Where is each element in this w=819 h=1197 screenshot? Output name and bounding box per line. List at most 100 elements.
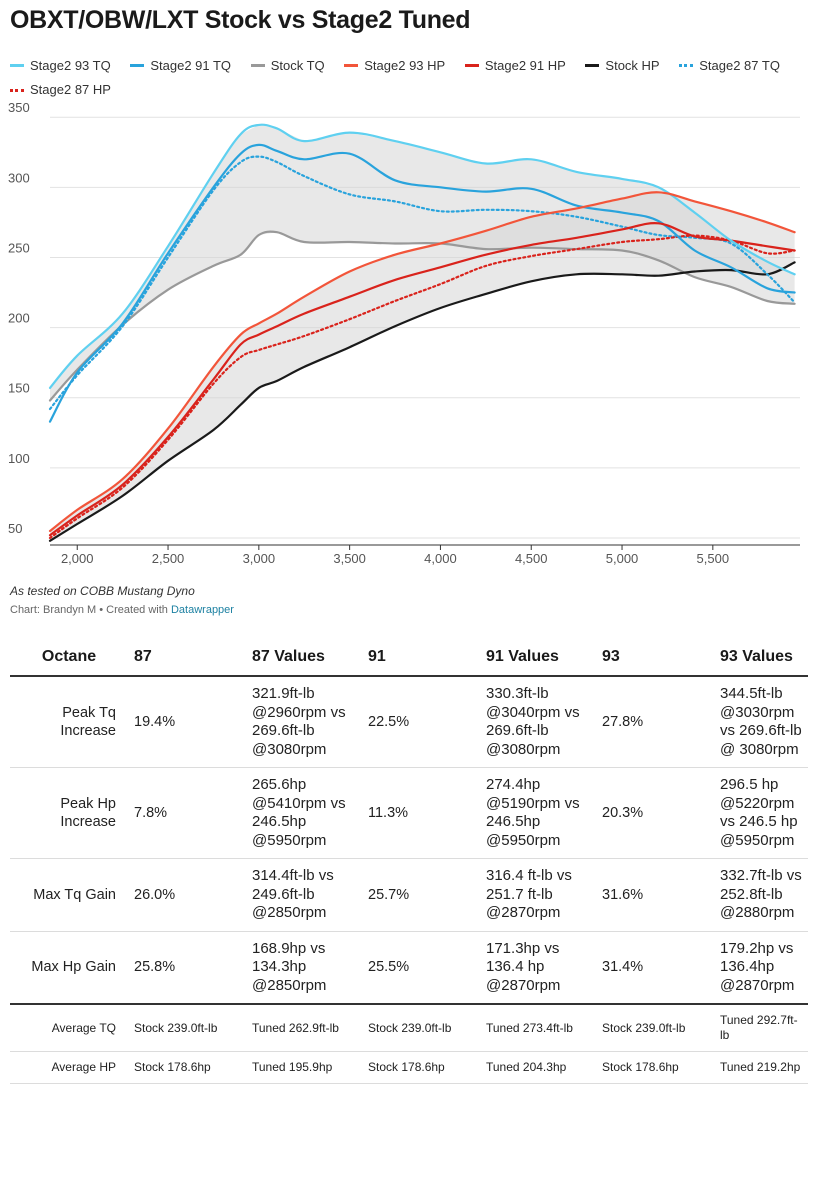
series-line <box>48 222 796 537</box>
table-cell: 25.5% <box>362 931 480 1005</box>
x-tick-label: 5,500 <box>697 551 730 566</box>
dyno-chart: 50 100 150 200 250 300 350 2,000 2,500 3,000 3,500… <box>8 100 800 566</box>
legend-swatch <box>250 64 265 67</box>
credit-tool-link[interactable]: Datawrapper <box>170 604 234 616</box>
col-header-93: 93 <box>596 640 714 677</box>
legend: Stage2 93 TQ Stage2 91 TQ Stock TQ Stage… <box>10 52 800 101</box>
legend-label: Stage2 87 TQ <box>699 57 780 73</box>
x-tick-label: 5,000 <box>606 551 639 566</box>
row-label: Peak Hp Increase <box>10 767 128 859</box>
table-cell: Stock 239.0ft-lb <box>596 1004 714 1052</box>
table-cell: Stock 178.6hp <box>362 1051 480 1084</box>
table-cell: Stock 178.6hp <box>596 1051 714 1084</box>
table-cell: 25.8% <box>128 931 246 1005</box>
legend-label: Stage2 93 TQ <box>30 57 111 73</box>
table-cell: Stock 239.0ft-lb <box>362 1004 480 1052</box>
table-cell: 344.5ft-lb @3030rpm vs 269.6ft-lb @ 3080… <box>714 676 808 768</box>
table-cell: 314.4ft-lb vs 249.6ft-lb @2850rpm <box>246 858 362 932</box>
table-cell: Stock 239.0ft-lb <box>128 1004 246 1052</box>
chart-note: As tested on COBB Mustang Dyno <box>10 584 195 598</box>
table-cell: 20.3% <box>596 767 714 859</box>
octane-table: Octane 87 87 Values 91 91 Values 93 93 V… <box>10 640 808 1084</box>
chart-title: OBXT/OBW/LXT Stock vs Stage2 Tuned <box>10 6 471 34</box>
table-cell: 31.4% <box>596 931 714 1005</box>
legend-label: Stock HP <box>605 57 660 73</box>
y-tick-label: 250 <box>8 240 30 255</box>
table-cell: Tuned 292.7ft-lb <box>714 1004 808 1052</box>
table-cell: 22.5% <box>362 676 480 768</box>
y-tick-label: 200 <box>8 311 30 326</box>
table-cell: Tuned 219.2hp <box>714 1051 808 1084</box>
legend-label: Stage2 93 HP <box>364 57 446 73</box>
table-cell: Stock 178.6hp <box>128 1051 246 1084</box>
table-cell: 168.9hp vs 134.3hp @2850rpm <box>246 931 362 1005</box>
credit-text: Chart: Brandyn M • Created with <box>10 604 171 616</box>
table-row: Peak Tq Increase 19.4% 321.9ft-lb @2960r… <box>10 676 808 768</box>
row-label: Max Tq Gain <box>10 858 128 932</box>
legend-swatch <box>585 64 600 67</box>
table-cell: 316.4 ft-lb vs 251.7 ft-lb @2870rpm <box>480 858 596 932</box>
table-cell: 11.3% <box>362 767 480 859</box>
table-cell: Tuned 262.9ft-lb <box>246 1004 362 1052</box>
legend-label: Stage2 91 HP <box>484 57 566 73</box>
table-cell: 265.6hp @5410rpm vs 246.5hp @5950rpm <box>246 767 362 859</box>
chart-credit: Chart: Brandyn M • Created with Datawrap… <box>10 604 234 616</box>
x-tick-label: 4,000 <box>424 551 457 566</box>
x-tick-label: 4,500 <box>515 551 548 566</box>
series-line <box>48 143 796 423</box>
legend-swatch <box>344 64 359 67</box>
legend-swatch <box>10 64 24 67</box>
table-cell: 171.3hp vs 136.4 hp @2870rpm <box>480 931 596 1005</box>
y-tick-label: 350 <box>8 100 30 115</box>
legend-item: Stage2 93 TQ <box>10 55 111 77</box>
x-tick-label: 3,500 <box>333 551 366 566</box>
table-cell: 31.6% <box>596 858 714 932</box>
series-line <box>48 155 796 411</box>
table-header-row: Octane 87 87 Values 91 91 Values 93 93 V… <box>10 640 808 677</box>
legend-swatch <box>130 64 145 67</box>
table-cell: 296.5 hp @5220rpm vs 246.5 hp @5950rpm <box>714 767 808 859</box>
legend-item: Stock HP <box>585 55 660 77</box>
row-label: Average TQ <box>10 1004 128 1052</box>
col-header-87-values: 87 Values <box>246 640 362 677</box>
legend-item: Stock TQ <box>250 55 325 77</box>
legend-swatch <box>10 88 24 92</box>
legend-item: Stage2 93 HP <box>344 55 445 77</box>
legend-label: Stock TQ <box>270 57 325 73</box>
row-label: Max Hp Gain <box>10 931 128 1005</box>
series-line <box>48 261 796 542</box>
legend-swatch <box>464 64 479 67</box>
col-header-91-values: 91 Values <box>480 640 596 677</box>
y-tick-label: 300 <box>8 170 30 185</box>
legend-item: Stage2 87 HP <box>10 79 111 101</box>
legend-item: Stage2 91 TQ <box>130 55 231 77</box>
table-cell: Tuned 204.3hp <box>480 1051 596 1084</box>
table-row: Peak Hp Increase 7.8% 265.6hp @5410rpm v… <box>10 767 808 859</box>
shaded-band <box>50 192 795 541</box>
table-row: Average HP Stock 178.6hp Tuned 195.9hp S… <box>10 1051 808 1084</box>
y-tick-label: 150 <box>8 381 30 396</box>
table-cell: 19.4% <box>128 676 246 768</box>
col-header-87: 87 <box>128 640 246 677</box>
table-cell: 7.8% <box>128 767 246 859</box>
table-cell: 179.2hp vs 136.4hp @2870rpm <box>714 931 808 1005</box>
shaded-band <box>50 124 795 401</box>
series-line <box>48 191 796 533</box>
col-header-octane: Octane <box>10 640 128 677</box>
series-line <box>48 123 796 389</box>
table-row: Max Tq Gain 26.0% 314.4ft-lb vs 249.6ft-… <box>10 858 808 932</box>
table-row: Average TQ Stock 239.0ft-lb Tuned 262.9f… <box>10 1004 808 1052</box>
legend-label: Stage2 91 TQ <box>150 57 232 73</box>
table-cell: Tuned 195.9hp <box>246 1051 362 1084</box>
table-cell: Tuned 273.4ft-lb <box>480 1004 596 1052</box>
table-row: Max Hp Gain 25.8% 168.9hp vs 134.3hp @28… <box>10 931 808 1005</box>
table-cell: 26.0% <box>128 858 246 932</box>
x-tick-label: 2,500 <box>152 551 185 566</box>
x-tick-label: 2,000 <box>61 551 94 566</box>
x-tick-label: 3,000 <box>243 551 276 566</box>
table-cell: 25.7% <box>362 858 480 932</box>
legend-item: Stage2 91 HP <box>464 55 566 77</box>
table-cell: 274.4hp @5190rpm vs 246.5hp @5950rpm <box>480 767 596 859</box>
y-tick-label: 50 <box>8 521 22 536</box>
legend-item: Stage2 87 TQ <box>679 55 780 77</box>
